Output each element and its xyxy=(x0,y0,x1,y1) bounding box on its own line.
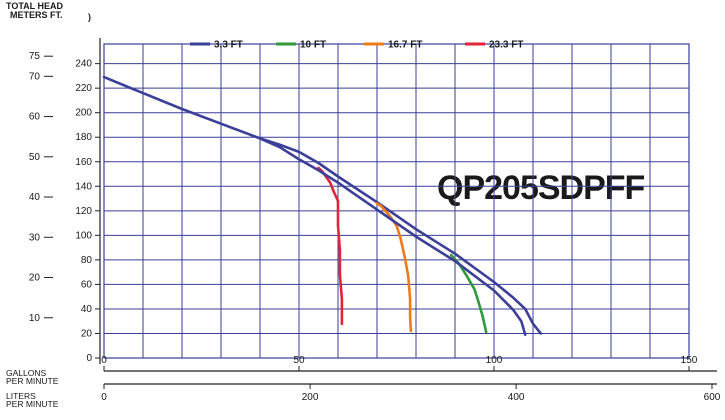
x-gpm-tick-label: 150 xyxy=(681,355,698,366)
series-line-unlabeled xyxy=(258,137,527,336)
y-m-tick-label: 40 xyxy=(29,192,41,203)
y-axis-title: TOTAL HEAD xyxy=(6,1,64,11)
chart-title: QP205SDPFF xyxy=(437,169,645,207)
y-ft-tick-label: 0 xyxy=(86,353,92,364)
y-ft-tick-label: 140 xyxy=(75,181,92,192)
legend-label: 3.3 FT xyxy=(214,40,243,51)
series-line-16-7-ft xyxy=(375,202,413,333)
legend-label: 23.3 FT xyxy=(489,40,523,51)
axes: 0 20 40 60 80 100 120 140 160 180 200 220 240 10 20 30 4… xyxy=(29,38,721,403)
series-lines xyxy=(102,75,543,336)
y-ft-tick-label: 20 xyxy=(81,328,93,339)
x-gpm-tick-label: 0 xyxy=(101,355,107,366)
series-line-3-3-ft xyxy=(102,75,543,335)
y-ft-tick-label: 100 xyxy=(75,230,92,241)
y-m-tick-label: 10 xyxy=(29,313,41,324)
y-m-tick-label: 50 xyxy=(29,152,41,163)
x-gpm-tick-label: 100 xyxy=(486,355,503,366)
y-ft-tick-label: 60 xyxy=(81,279,93,290)
grid xyxy=(103,43,690,359)
y-m-tick-label: 60 xyxy=(29,112,41,123)
x-lpm-tick-label: 200 xyxy=(302,392,319,403)
y-axis-units: METERS FT. xyxy=(10,10,63,20)
y-ft-tick-label: 180 xyxy=(75,132,92,143)
y-m-tick-label: 30 xyxy=(29,232,41,243)
y-ft-tick-label: 80 xyxy=(81,255,93,266)
y-m-tick-label: 20 xyxy=(29,273,41,284)
y-ft-tick-label: 40 xyxy=(81,304,93,315)
y-ft-tick-label: 200 xyxy=(75,108,92,119)
y-m-tick-label: 70 xyxy=(29,71,41,82)
y-ft-tick-label: 120 xyxy=(75,206,92,217)
x-lpm-tick-label: 400 xyxy=(508,392,525,403)
series-line-23-3-ft xyxy=(317,166,344,325)
x-lpm-tick-label: 600 xyxy=(704,392,721,403)
y-ft-tick-label: 220 xyxy=(75,83,92,94)
x-lpm-tick-label: 0 xyxy=(101,392,107,403)
units-tick-mark: ) xyxy=(88,12,91,22)
legend-label: 10 FT xyxy=(300,40,326,51)
legend-label: 16.7 FT xyxy=(388,40,422,51)
x-units-lpm-line2: PER MINUTE xyxy=(6,399,59,409)
plot-frame xyxy=(103,43,690,359)
x-units-gpm-line1: GALLONS xyxy=(6,368,46,378)
series-line-10-ft xyxy=(449,253,488,334)
legend: 3.3 FT 10 FT 16.7 FT 23.3 FT xyxy=(190,40,523,51)
x-gpm-tick-label: 50 xyxy=(293,355,305,366)
x-units-gpm-line2: PER MINUTE xyxy=(6,376,59,386)
x-units-lpm-line1: LITERS xyxy=(6,391,36,401)
y-ft-tick-label: 240 xyxy=(75,59,92,70)
y-m-tick-label: 75 xyxy=(29,51,41,62)
y-ft-tick-label: 160 xyxy=(75,157,92,168)
